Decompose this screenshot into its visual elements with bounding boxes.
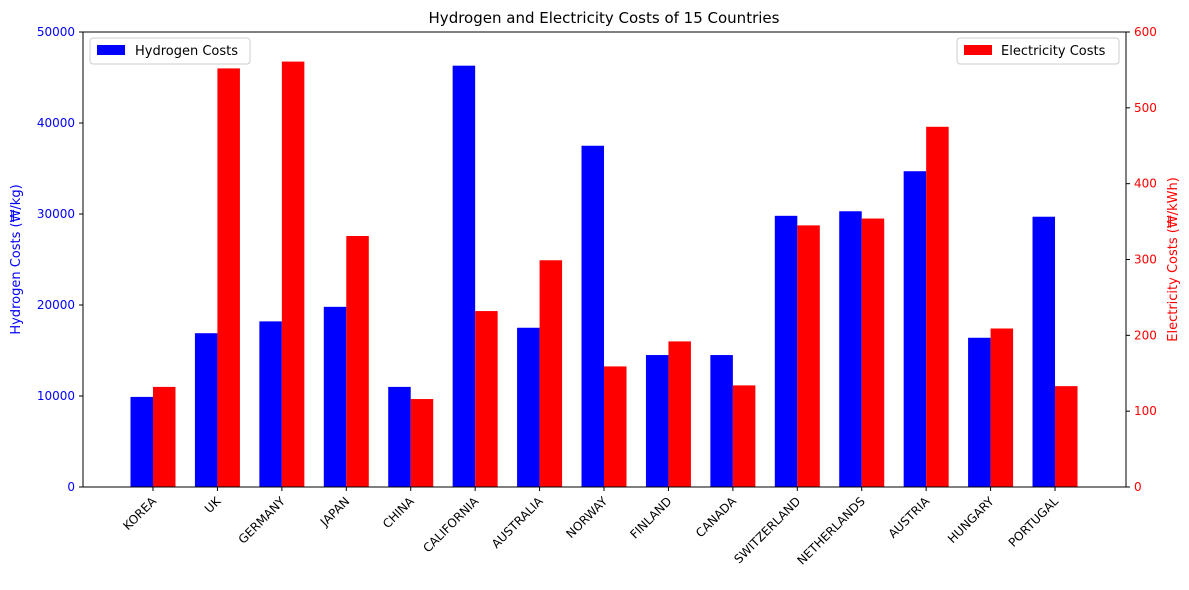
bar-electricity-korea (153, 386, 176, 487)
y-right-tick-label: 300 (1134, 253, 1157, 267)
bar-electricity-china (410, 399, 434, 487)
bars-layer (130, 61, 1078, 488)
x-tick-label: AUSTRIA (886, 494, 933, 541)
legend-hydrogen-label: Hydrogen Costs (135, 44, 238, 59)
y-axis-left-label: Hydrogen Costs (₩/kg) (9, 184, 24, 334)
bar-electricity-austria (926, 126, 949, 488)
y-right-tick-label: 500 (1134, 101, 1157, 115)
x-tick-label: CHINA (380, 494, 417, 531)
legend-hydrogen-swatch (97, 45, 125, 55)
x-tick-label: JAPAN (317, 494, 352, 529)
bar-electricity-netherlands (861, 218, 885, 488)
y-left-tick-label: 50000 (37, 25, 75, 39)
y-right-tick-label: 600 (1134, 25, 1157, 39)
bar-hydrogen-norway (581, 145, 605, 487)
y-right-tick-label: 200 (1134, 328, 1157, 342)
y-left-tick-label: 40000 (37, 116, 75, 130)
y-right-tick-label: 0 (1134, 480, 1142, 494)
x-tick-label: KOREA (120, 494, 159, 533)
bar-hydrogen-netherlands (839, 211, 862, 487)
y-right-tick-label: 400 (1134, 177, 1157, 191)
legend-hydrogen: Hydrogen Costs (89, 37, 251, 65)
bar-electricity-switzerland (797, 225, 820, 487)
bar-hydrogen-korea (130, 396, 153, 487)
legend-electricity-label: Electricity Costs (1001, 44, 1106, 59)
bar-electricity-germany (281, 61, 305, 487)
x-tick-label: CANADA (693, 494, 740, 541)
bar-hydrogen-austria (903, 171, 927, 488)
bar-electricity-hungary (990, 328, 1014, 487)
bar-hydrogen-canada (710, 355, 733, 487)
x-tick-label: AUSTRALIA (489, 494, 546, 551)
bar-electricity-finland (668, 341, 691, 487)
x-tick-label: SWITZERLAND (731, 494, 803, 566)
bar-electricity-australia (539, 260, 563, 487)
y-left-tick-label: 0 (67, 480, 75, 494)
legend-electricity: Electricity Costs (956, 37, 1120, 65)
chart-title: Hydrogen and Electricity Costs of 15 Cou… (429, 9, 780, 27)
y-left-tick-label: 10000 (37, 389, 75, 403)
y-left-tick-label: 30000 (37, 207, 75, 221)
y-left-tick-label: 20000 (37, 298, 75, 312)
bar-hydrogen-japan (323, 306, 347, 487)
x-tick-label: PORTUGAL (1006, 494, 1062, 550)
y-axis-right-label: Electricity Costs (₩/kWh) (1166, 177, 1181, 342)
bar-hydrogen-uk (194, 333, 218, 487)
x-tick-label: NETHERLANDS (794, 494, 867, 567)
x-tick-label: UK (202, 493, 224, 515)
bar-electricity-portugal (1055, 386, 1078, 487)
bar-electricity-norway (604, 366, 627, 487)
bar-hydrogen-california (452, 65, 476, 488)
x-tick-label: HUNGARY (945, 494, 997, 546)
bar-hydrogen-germany (259, 321, 282, 487)
x-tick-label: GERMANY (236, 494, 289, 547)
bar-electricity-japan (346, 235, 369, 487)
y-right-tick-label: 100 (1134, 404, 1157, 418)
x-tick-label: FINLAND (627, 494, 674, 541)
bar-electricity-uk (217, 68, 240, 488)
bar-hydrogen-finland (645, 355, 669, 487)
x-tick-label: CALIFORNIA (420, 494, 482, 556)
bar-electricity-canada (732, 385, 756, 487)
bar-hydrogen-portugal (1032, 216, 1056, 488)
bar-hydrogen-australia (517, 327, 540, 487)
bar-hydrogen-switzerland (774, 215, 798, 487)
bar-hydrogen-hungary (968, 337, 991, 487)
x-tick-label: NORWAY (563, 494, 610, 541)
bar-hydrogen-china (388, 386, 411, 487)
bar-electricity-california (475, 311, 498, 487)
legend-electricity-swatch (964, 45, 992, 55)
